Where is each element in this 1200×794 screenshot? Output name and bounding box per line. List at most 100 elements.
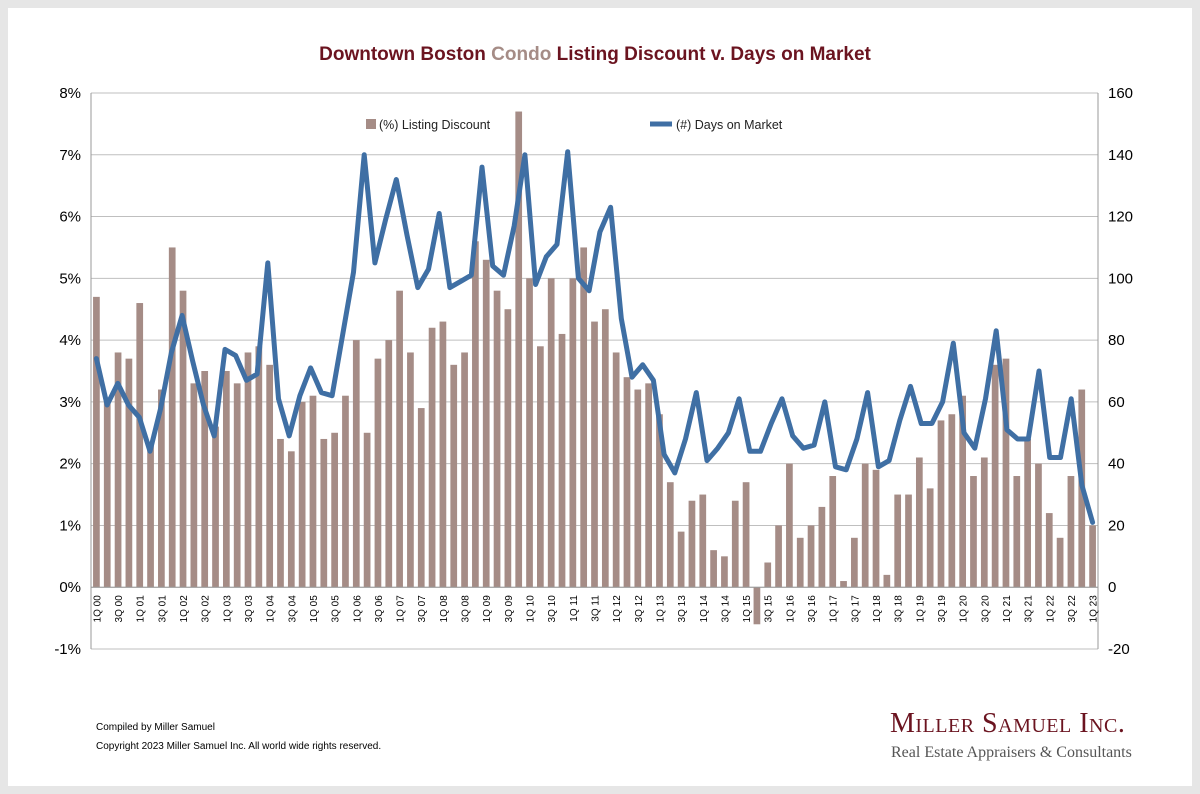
bar xyxy=(558,333,566,588)
bar xyxy=(309,395,317,588)
bar xyxy=(320,438,328,588)
x-tick-label: 1Q 00 xyxy=(92,595,103,623)
x-tick-label: 3Q 16 xyxy=(807,595,818,623)
bar xyxy=(959,395,967,588)
x-tick-label: 3Q 03 xyxy=(244,595,255,623)
x-tick-label: 1Q 19 xyxy=(915,595,926,623)
y-right-tick-label: 40 xyxy=(1108,456,1125,473)
x-tick-label: 3Q 00 xyxy=(114,595,125,623)
legend: (%) Listing Discount (#) Days on Market xyxy=(366,118,783,132)
bar xyxy=(764,562,772,588)
bar xyxy=(482,259,490,588)
x-tick-label: 1Q 04 xyxy=(266,595,277,623)
y-left-tick-label: -1% xyxy=(54,641,81,658)
bar xyxy=(428,327,436,588)
bar xyxy=(136,303,144,588)
bar xyxy=(569,278,577,588)
y-left-tick-label: 4% xyxy=(59,332,81,349)
y-right-tick-label: 20 xyxy=(1108,517,1125,534)
bar xyxy=(526,278,533,588)
bar xyxy=(840,581,847,588)
y-right-tick-label: 140 xyxy=(1108,147,1133,164)
bar xyxy=(396,290,403,588)
axes xyxy=(90,93,1099,649)
bar xyxy=(287,451,295,588)
x-tick-labels: 1Q 00 3Q 00 1Q 01 3Q 01 1Q 02 3Q 02 1Q 03 3Q 03… xyxy=(92,595,1099,623)
bar xyxy=(277,438,284,588)
bar xyxy=(591,321,598,588)
x-tick-label: 3Q 13 xyxy=(677,595,688,623)
bar xyxy=(980,457,988,588)
bar xyxy=(493,290,501,588)
bar xyxy=(915,457,923,588)
bar xyxy=(179,290,187,588)
x-tick-label: 3Q 20 xyxy=(980,595,991,623)
y-right-tick-label: -20 xyxy=(1108,641,1130,658)
bar xyxy=(450,364,458,588)
bar xyxy=(807,525,815,588)
x-tick-label: 1Q 09 xyxy=(482,595,493,623)
y-left-tick-label: 0% xyxy=(59,579,81,596)
bar xyxy=(861,463,869,588)
y-left-tick-label: 6% xyxy=(59,209,81,226)
bar xyxy=(255,346,263,588)
bar xyxy=(991,364,999,588)
y-right-tick-labels: -20 0 20 40 60 80 100 120 140 160 xyxy=(1108,85,1133,658)
bar xyxy=(472,241,479,588)
bar xyxy=(634,389,642,588)
bar xyxy=(233,383,241,588)
bar xyxy=(905,494,912,588)
bar xyxy=(331,432,338,588)
x-tick-label: 1Q 10 xyxy=(526,595,537,623)
x-tick-label: 3Q 11 xyxy=(591,595,602,622)
bar xyxy=(786,463,793,588)
bar xyxy=(515,111,523,588)
bar xyxy=(872,469,880,588)
bar xyxy=(829,476,837,588)
bar xyxy=(147,445,154,588)
bar xyxy=(158,389,165,588)
bar xyxy=(417,408,425,588)
bar xyxy=(883,574,891,588)
y-left-tick-label: 3% xyxy=(59,394,81,411)
bar xyxy=(948,414,956,588)
bar xyxy=(731,500,739,588)
bar xyxy=(1024,438,1031,588)
bar xyxy=(352,340,360,588)
legend-line-label: (#) Days on Market xyxy=(676,118,783,132)
bar xyxy=(666,482,674,588)
bar xyxy=(580,247,588,588)
bar xyxy=(504,309,512,588)
bar xyxy=(1035,463,1042,588)
x-tick-label: 1Q 01 xyxy=(136,595,147,623)
title-part-3: Listing Discount v. Days on Market xyxy=(551,44,871,65)
x-tick-label: 1Q 21 xyxy=(1002,595,1013,623)
chart-title: Downtown Boston Condo Listing Discount v… xyxy=(0,44,1190,66)
x-tick-label: 1Q 18 xyxy=(872,595,883,623)
bar xyxy=(114,352,122,588)
x-tick-label: 3Q 07 xyxy=(417,595,428,623)
x-tick-label: 3Q 10 xyxy=(547,595,558,623)
x-tick-label: 1Q 20 xyxy=(959,595,970,623)
bar xyxy=(537,346,544,588)
x-tick-label: 1Q 06 xyxy=(352,595,363,623)
x-tick-label: 3Q 17 xyxy=(850,595,861,623)
x-tick-label: 3Q 08 xyxy=(461,595,472,623)
x-tick-label: 1Q 22 xyxy=(1045,595,1056,623)
bar xyxy=(547,278,555,588)
company-tagline: Real Estate Appraisers & Consultants xyxy=(891,744,1132,761)
y-left-tick-label: 7% xyxy=(59,147,81,164)
bar xyxy=(710,550,717,588)
bar xyxy=(851,537,858,588)
bar xyxy=(93,296,100,588)
bar xyxy=(244,352,252,588)
line-series xyxy=(93,149,1096,525)
y-right-tick-label: 60 xyxy=(1108,394,1125,411)
bar xyxy=(721,556,728,588)
x-tick-label: 1Q 05 xyxy=(309,595,320,623)
bar xyxy=(1045,513,1053,588)
bar xyxy=(688,500,696,588)
x-tick-label: 3Q 12 xyxy=(634,595,645,623)
x-tick-label: 1Q 15 xyxy=(742,595,753,623)
